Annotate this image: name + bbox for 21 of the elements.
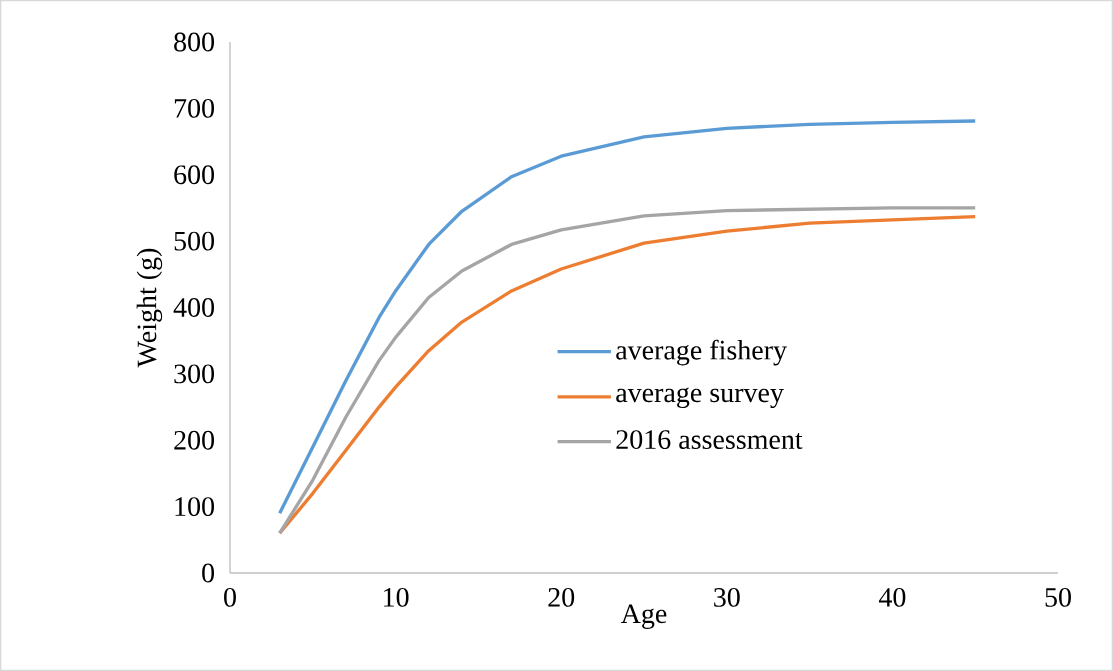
legend-label: 2016 assessment: [616, 430, 803, 450]
y-tick-label: 800: [174, 32, 215, 52]
x-axis-title: Age: [620, 604, 667, 629]
legend-label: average survey: [616, 387, 784, 408]
y-tick-label: 200: [174, 430, 215, 450]
y-tick-label: 100: [175, 497, 215, 517]
x-tick-label: 50: [1045, 587, 1071, 607]
line-series: [278, 119, 977, 515]
y-tick-label: 400: [173, 298, 215, 317]
y-tick-label: 600: [174, 165, 215, 185]
x-tick-label: 0: [224, 587, 236, 607]
y-tick-label: 300: [174, 364, 215, 384]
y-tick-label: 500: [174, 231, 215, 251]
x-tick-label: 30: [714, 587, 740, 607]
legend-label: average fishery: [616, 339, 787, 366]
y-tick-label: 0: [202, 563, 215, 583]
x-tick-label: 20: [548, 587, 575, 607]
y-axis-title: Weight (g): [136, 248, 163, 368]
y-tick-label: 700: [174, 98, 215, 118]
x-tick-label: 40: [878, 587, 906, 607]
x-tick-label: 10: [384, 587, 409, 607]
